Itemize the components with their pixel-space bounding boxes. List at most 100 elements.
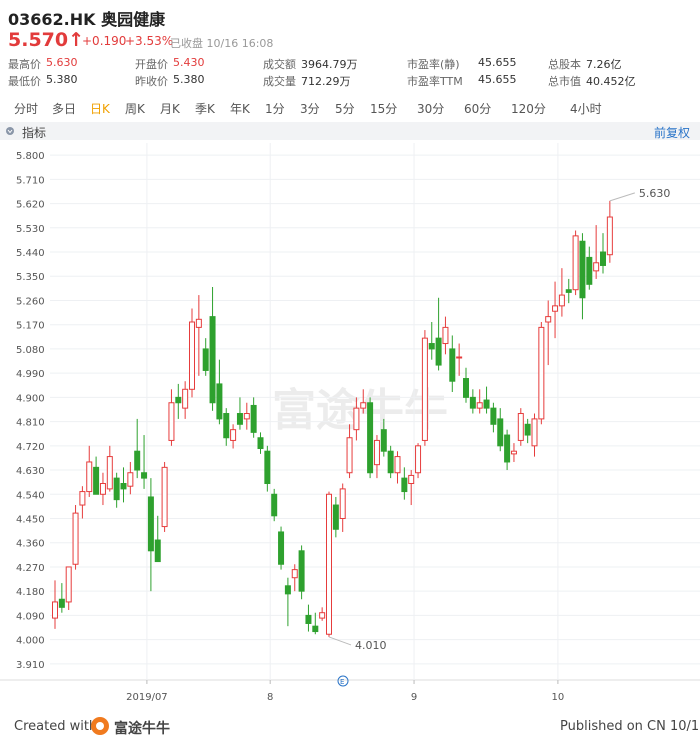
candle-body bbox=[497, 418, 504, 447]
y-tick-label: 5.710 bbox=[16, 175, 45, 186]
candle-body bbox=[284, 585, 291, 595]
tab[interactable]: 分时 bbox=[14, 102, 39, 116]
stat-label: 市盈率TTM bbox=[407, 75, 463, 88]
candle-body bbox=[360, 402, 367, 409]
stat-value: 3964.79万 bbox=[301, 58, 358, 71]
candle-body bbox=[531, 418, 538, 447]
candle-body bbox=[223, 413, 230, 439]
stat-label: 最高价 bbox=[8, 58, 41, 71]
candle-body bbox=[510, 450, 517, 455]
y-tick-label: 4.360 bbox=[16, 539, 45, 550]
candle-body bbox=[202, 348, 209, 371]
change-pct: +3.53% bbox=[125, 34, 174, 48]
y-tick-label: 4.990 bbox=[16, 369, 45, 380]
candle-body bbox=[428, 343, 435, 350]
tab[interactable]: 周K bbox=[125, 102, 145, 116]
tab[interactable]: 5分 bbox=[335, 102, 355, 116]
created-with: Created with bbox=[14, 719, 98, 734]
candle-body bbox=[442, 326, 449, 345]
y-tick-label: 5.350 bbox=[16, 272, 45, 283]
tab[interactable]: 4小时 bbox=[570, 102, 602, 116]
tab[interactable]: 30分 bbox=[417, 102, 445, 116]
stat-value: 45.655 bbox=[478, 56, 517, 69]
stat-label: 昨收价 bbox=[135, 75, 168, 88]
event-icon-text: E bbox=[340, 678, 344, 686]
price: 5.570 bbox=[8, 29, 69, 51]
candle-body bbox=[373, 439, 380, 466]
candle-body bbox=[476, 402, 483, 409]
adjust[interactable]: 前复权 bbox=[654, 126, 691, 140]
candle-body bbox=[483, 399, 490, 409]
indicator[interactable]: 指标 bbox=[22, 126, 47, 140]
annotation-label: 5.630 bbox=[639, 187, 671, 200]
candle-body bbox=[243, 413, 250, 420]
tab[interactable]: 多日 bbox=[52, 102, 77, 116]
stat-label: 总市值 bbox=[548, 75, 581, 88]
stat-value: 7.26亿 bbox=[586, 58, 622, 71]
candle-body bbox=[305, 614, 312, 624]
stat-value: 40.452亿 bbox=[586, 75, 636, 88]
candle-body bbox=[113, 477, 120, 501]
stat-value: 5.430 bbox=[173, 56, 205, 69]
tab[interactable]: 1分 bbox=[265, 102, 285, 116]
candle-body bbox=[257, 437, 264, 450]
toolbar: 指标 前复权 bbox=[0, 122, 700, 140]
market-status: 已收盘 10/16 16:08 bbox=[170, 37, 274, 50]
y-tick-label: 4.720 bbox=[16, 442, 45, 453]
candle-body bbox=[209, 316, 216, 404]
candle-body bbox=[86, 461, 93, 493]
candle-body bbox=[606, 216, 613, 256]
brand: 富途牛牛 bbox=[114, 721, 170, 737]
tab[interactable]: 15分 bbox=[370, 102, 398, 116]
x-tick-label: 9 bbox=[411, 692, 417, 703]
y-tick-label: 4.810 bbox=[16, 418, 45, 429]
candle-body bbox=[147, 496, 154, 552]
tab[interactable]: 季K bbox=[195, 102, 215, 116]
event-icon bbox=[337, 675, 349, 687]
tab[interactable]: 月K bbox=[160, 102, 180, 116]
stat-label: 总股本 bbox=[548, 58, 581, 71]
candle-body bbox=[565, 289, 572, 293]
candle-body bbox=[93, 466, 100, 495]
y-tick-label: 4.180 bbox=[16, 587, 45, 598]
candle-body bbox=[421, 337, 428, 441]
plot-background bbox=[0, 143, 700, 680]
y-tick-label: 4.900 bbox=[16, 393, 45, 404]
candle-body bbox=[367, 402, 374, 474]
stat-label: 市盈率(静) bbox=[407, 58, 460, 71]
y-tick-label: 4.090 bbox=[16, 611, 45, 622]
tab[interactable]: 120分 bbox=[511, 102, 546, 116]
candle-body bbox=[469, 396, 476, 409]
candle-body bbox=[558, 294, 565, 307]
candle-body bbox=[298, 550, 305, 592]
x-tick-label: 10 bbox=[552, 692, 565, 703]
stat-label: 成交额 bbox=[263, 58, 296, 71]
y-tick-label: 4.540 bbox=[16, 490, 45, 501]
tab[interactable]: 60分 bbox=[464, 102, 492, 116]
y-tick-label: 5.080 bbox=[16, 345, 45, 356]
stat-label: 开盘价 bbox=[135, 58, 168, 71]
y-tick-label: 5.170 bbox=[16, 321, 45, 332]
y-tick-label: 4.630 bbox=[16, 466, 45, 477]
tab[interactable]: 3分 bbox=[300, 102, 320, 116]
stat-value: 712.29万 bbox=[301, 75, 351, 88]
candle-body bbox=[189, 321, 195, 390]
stat-label: 最低价 bbox=[8, 75, 41, 88]
candle-body bbox=[490, 407, 497, 425]
candle-body bbox=[572, 235, 579, 291]
candle-body bbox=[517, 413, 524, 441]
candle-body bbox=[72, 512, 79, 565]
candle-body bbox=[387, 450, 394, 474]
annotation-label: 4.010 bbox=[355, 639, 387, 652]
tab[interactable]: 日K bbox=[90, 102, 110, 116]
candle-body bbox=[332, 504, 339, 530]
brand-logo bbox=[91, 717, 109, 735]
y-tick-label: 4.450 bbox=[16, 514, 45, 525]
candle-body bbox=[278, 531, 285, 565]
tab[interactable]: 年K bbox=[230, 102, 250, 116]
stat-value: 5.630 bbox=[46, 56, 78, 69]
candle-body bbox=[58, 598, 65, 608]
candle-body bbox=[291, 569, 298, 579]
candle-body bbox=[394, 456, 401, 474]
